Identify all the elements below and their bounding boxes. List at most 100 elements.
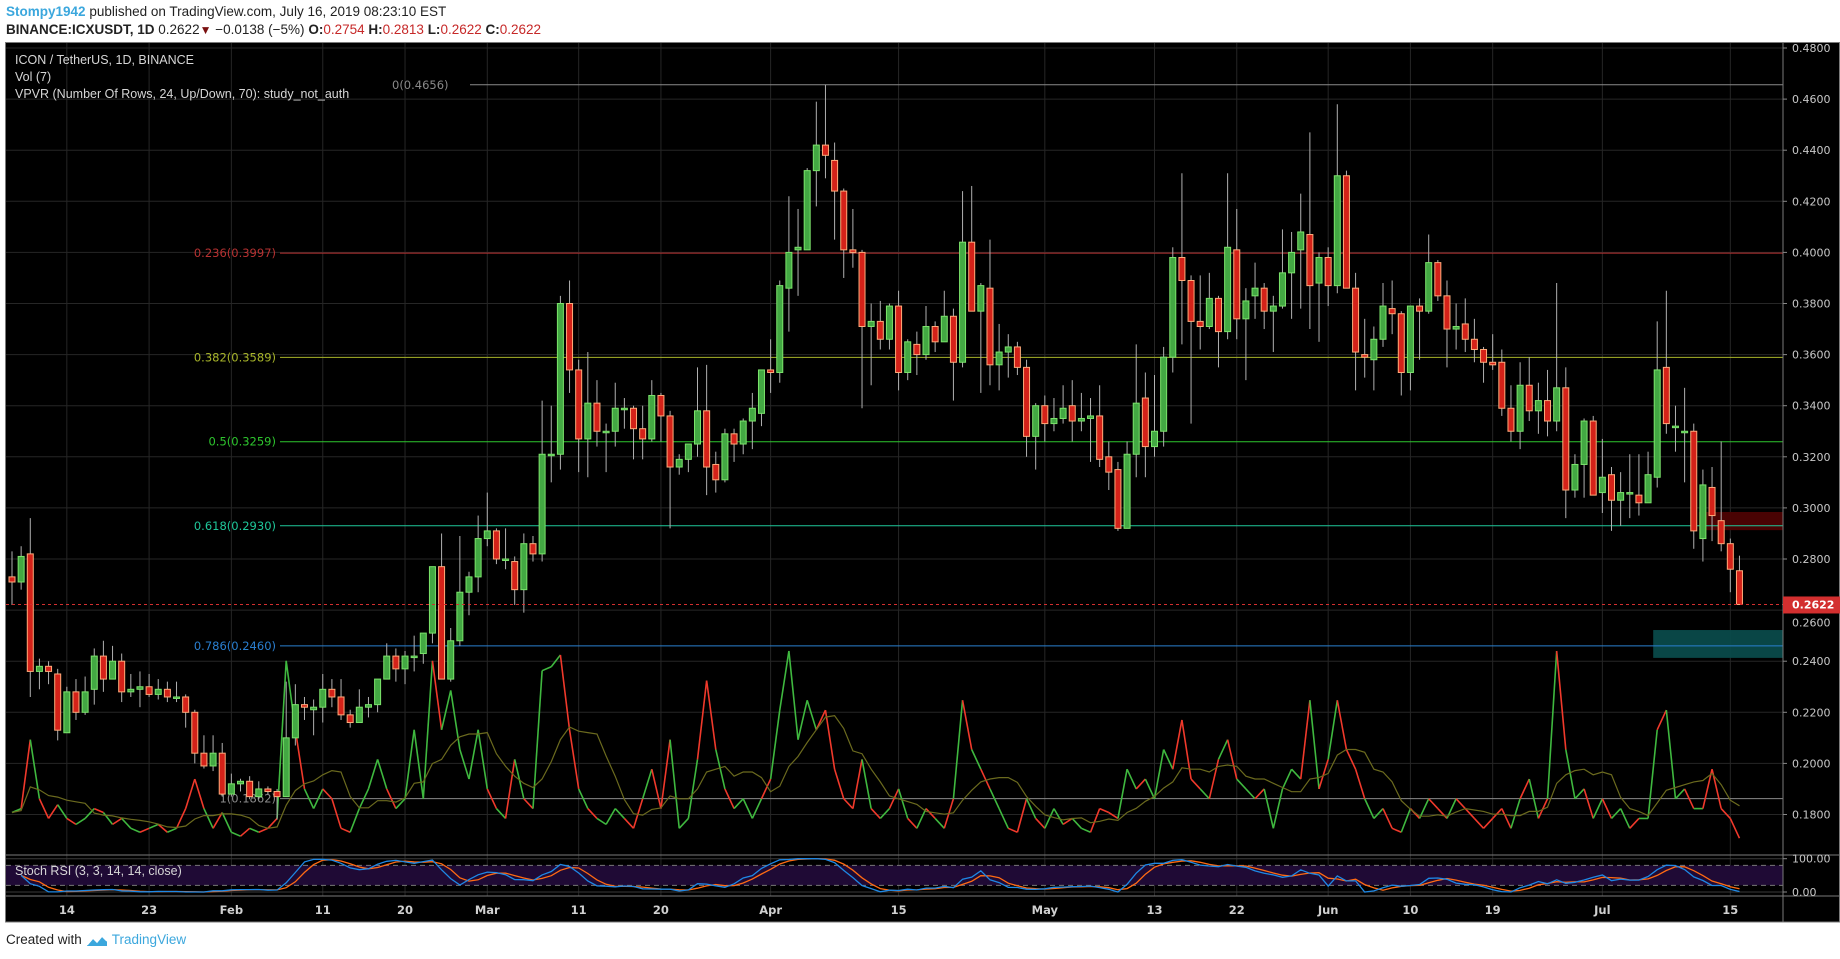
volume-segment [696,680,708,760]
volume-segment [1574,788,1585,800]
candle [648,380,656,442]
volume-segment [239,827,251,837]
volume-segment [1062,817,1073,826]
candle [1516,362,1524,450]
volume-segment [184,778,196,809]
candle-body-up [1580,420,1588,465]
candle [1580,418,1588,498]
candle [1004,334,1012,378]
main-series-legend[interactable]: ICON / TetherUS, 1D, BINANCE [15,53,194,67]
candle-body-down [1260,287,1268,312]
candle [300,696,308,720]
candle-body-up [1224,246,1232,333]
volume-segment [1656,709,1668,731]
candle [1151,375,1158,457]
volume-segment [1601,798,1613,819]
candle [246,776,254,800]
candle [1461,298,1469,353]
volume-segment [1007,827,1018,833]
candle [1260,283,1268,330]
candle [840,188,848,278]
candle [995,323,1003,391]
candle [593,380,601,447]
candle [310,699,318,736]
volume-segment [267,817,278,829]
time-axis-label: 10 [1402,903,1418,917]
candle [90,648,98,705]
candle [1315,252,1323,342]
tradingview-logo-icon [86,934,108,946]
author-link[interactable]: Stompy1942 [6,4,86,19]
candle-body-up [538,453,546,555]
candle-body-up [1004,346,1012,353]
volume-segment [84,808,95,819]
volume-segment [358,788,370,809]
candle [520,533,528,613]
volume-segment [38,798,50,819]
candle-body-up [977,285,985,312]
candle [885,303,893,350]
candle-body-down [1196,320,1204,327]
candle-body-up [63,691,71,734]
volume-segment [605,808,616,825]
volume-segment [57,804,68,819]
volume-segment [1665,710,1677,799]
volume-segment [312,788,324,809]
volume-segment [1473,817,1485,829]
volume-segment [431,660,443,730]
volume-segment [550,654,562,668]
volume-segment [167,827,177,833]
volume-segment [20,739,32,809]
candle [1214,295,1222,368]
candle-body-up [1205,297,1213,327]
fib-level-label: 0.618(0.2930) [194,519,276,533]
last-price-badge [1783,596,1840,614]
candle [566,280,574,393]
volume-segment [1720,808,1731,819]
volume-segment [130,827,141,833]
volume-segment [1108,811,1119,820]
fib-level-label: 0(0.4656) [392,78,449,92]
candle [666,410,674,529]
volume-segment [1309,700,1320,789]
symbol-name: BINANCE:ICXUSDT, 1D [6,22,155,37]
stoch-rsi-legend[interactable]: Stoch RSI (3, 3, 14, 14, close) [15,864,182,878]
candle [1498,349,1506,416]
candle-body-up [904,341,912,373]
price-axis-label: 0.4200 [1792,195,1831,208]
candle-body-down [895,305,903,373]
candle [630,405,638,460]
candle-body-down [821,144,829,156]
time-axis-label: Mar [475,903,500,917]
candle-body-up [785,251,793,289]
candle-body-down [1708,486,1716,517]
candle [109,645,117,680]
volume-segment [194,778,205,809]
candle [1324,247,1332,307]
candle [1626,454,1634,519]
volume-segment [1702,769,1713,809]
last-price: 0.2622 [158,22,200,37]
candle [1452,303,1460,350]
candle-body-down [264,788,272,793]
candle-body-down [1306,234,1314,287]
candle [1251,262,1259,319]
candle [81,676,89,715]
candle-body-down [529,543,537,555]
candle [1141,372,1149,478]
volume-segment [367,759,379,790]
vpvr-legend[interactable]: VPVR (Number Of Rows, 24, Up/Down, 70): … [15,87,350,101]
candle [200,735,208,769]
candle-body-up [374,678,382,706]
time-axis-label: 23 [141,903,157,917]
time-axis-label: 11 [571,903,587,917]
volume-segment [449,690,461,750]
candle [940,290,948,343]
candle-body-up [81,691,89,713]
volume-segment [212,812,223,829]
open-label: O: [308,22,324,37]
candle-body-down [191,711,199,754]
tradingview-link[interactable]: TradingView [111,932,187,947]
volume-legend[interactable]: Vol (7) [15,70,52,84]
